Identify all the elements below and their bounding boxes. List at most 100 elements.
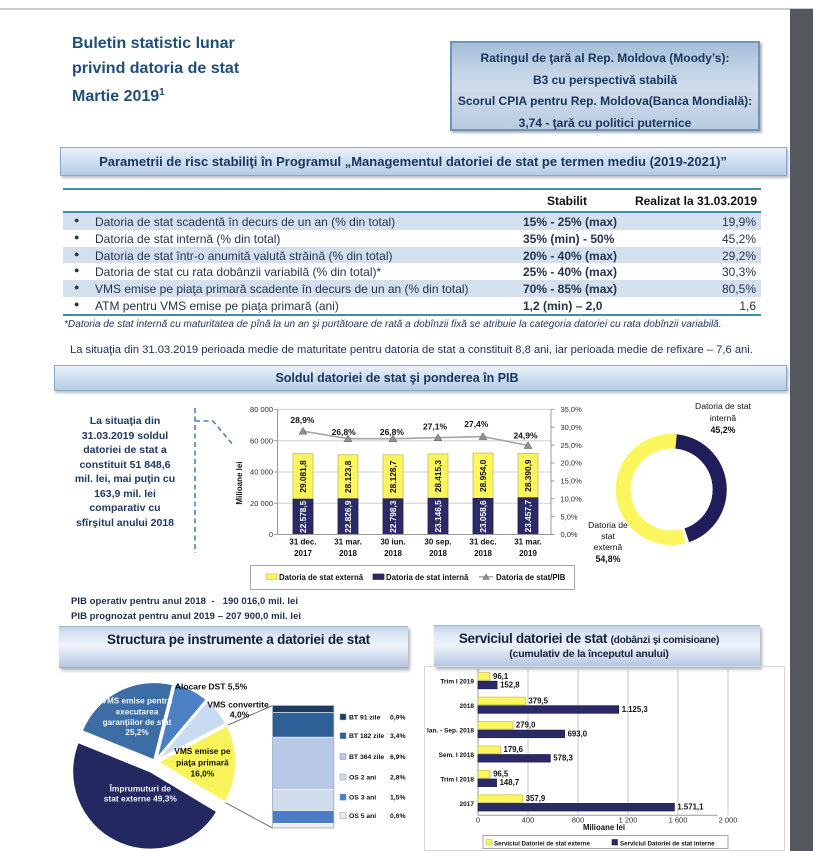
svg-text:Datoria de stat internă: Datoria de stat internă (386, 573, 469, 582)
svg-text:23.146,5: 23.146,5 (433, 500, 443, 533)
svg-text:30,0%: 30,0% (561, 423, 583, 432)
svg-text:Alocare DST 5,5%: Alocare DST 5,5% (175, 682, 248, 692)
svg-text:Trim I 2018: Trim I 2018 (440, 776, 474, 783)
svg-text:26,8%: 26,8% (380, 427, 405, 437)
svg-text:31 dec.: 31 dec. (469, 538, 496, 547)
svg-text:31 mar.: 31 mar. (334, 538, 362, 547)
svg-text:Datoria de stat externă: Datoria de stat externă (279, 573, 364, 582)
svg-text:1.125,3: 1.125,3 (622, 705, 649, 714)
svg-text:31 mar.: 31 mar. (514, 538, 542, 547)
svg-text:1 200: 1 200 (619, 816, 638, 825)
svg-text:Sem. I 2018: Sem. I 2018 (439, 752, 475, 759)
svg-text:5,0%: 5,0% (561, 512, 578, 521)
svg-text:30 sep.: 30 sep. (424, 538, 451, 547)
svg-text:693,0: 693,0 (568, 729, 588, 738)
svg-text:578,3: 578,3 (553, 754, 573, 763)
svg-text:piaţa primară: piaţa primară (176, 758, 229, 768)
svg-text:379,5: 379,5 (528, 696, 548, 705)
svg-text:26,8%: 26,8% (332, 427, 357, 437)
svg-text:23.058,6: 23.058,6 (478, 500, 488, 533)
svg-text:3,4%: 3,4% (390, 733, 406, 740)
svg-text:2 000: 2 000 (719, 816, 738, 825)
svg-text:357,9: 357,9 (526, 794, 546, 803)
svg-text:VMS emise pentru: VMS emise pentru (102, 697, 173, 706)
svg-text:28.390,9: 28.390,9 (523, 459, 533, 492)
svg-text:externă: externă (594, 542, 623, 552)
svg-text:BT 182 zile: BT 182 zile (349, 733, 384, 740)
svg-text:15,0%: 15,0% (561, 477, 583, 486)
svg-text:10,0%: 10,0% (561, 495, 583, 504)
svg-text:2018: 2018 (339, 549, 357, 558)
svg-text:31 dec.: 31 dec. (289, 538, 316, 547)
svg-text:24,9%: 24,9% (513, 431, 538, 441)
svg-text:29.081,8: 29.081,8 (298, 460, 308, 493)
svg-text:1,5%: 1,5% (390, 795, 406, 802)
svg-text:25,2%: 25,2% (125, 728, 149, 737)
svg-text:28.415,3: 28.415,3 (433, 460, 443, 493)
svg-text:Împrumuturi de: Împrumuturi de (109, 782, 172, 793)
svg-text:0: 0 (269, 530, 273, 539)
svg-text:80 000: 80 000 (250, 405, 273, 414)
svg-text:4,0%: 4,0% (230, 710, 250, 720)
svg-text:1 600: 1 600 (669, 816, 688, 825)
svg-text:35,0%: 35,0% (561, 405, 583, 414)
svg-text:Milioane lei: Milioane lei (235, 461, 244, 504)
svg-text:2018: 2018 (460, 703, 475, 710)
svg-text:stat externe 49,3%: stat externe 49,3% (104, 794, 178, 804)
svg-text:400: 400 (522, 816, 535, 825)
svg-text:0,0%: 0,0% (561, 530, 578, 539)
svg-text:28,9%: 28,9% (290, 415, 315, 425)
svg-text:2,8%: 2,8% (390, 775, 406, 782)
svg-text:VMS emise pe: VMS emise pe (174, 746, 231, 756)
svg-text:executarea: executarea (116, 708, 159, 717)
svg-text:800: 800 (572, 816, 585, 825)
svg-text:16,0%: 16,0% (191, 768, 215, 778)
svg-text:60 000: 60 000 (250, 436, 273, 445)
svg-text:0,9%: 0,9% (390, 714, 406, 721)
svg-text:garanţiilor de stat: garanţiilor de stat (103, 718, 172, 727)
svg-text:BT 364 zile: BT 364 zile (349, 754, 384, 761)
svg-text:0: 0 (476, 816, 480, 825)
svg-text:stat: stat (601, 531, 615, 541)
svg-text:2019: 2019 (519, 549, 537, 558)
svg-text:0,6%: 0,6% (390, 813, 406, 820)
svg-text:25,0%: 25,0% (561, 441, 583, 450)
svg-text:96,1: 96,1 (493, 672, 509, 681)
svg-text:22.798,3: 22.798,3 (388, 500, 398, 533)
svg-text:28.128,7: 28.128,7 (388, 460, 398, 493)
svg-text:Serviciul Datoriei de stat ext: Serviciul Datoriei de stat externe (494, 841, 591, 848)
svg-text:2018: 2018 (429, 549, 447, 558)
svg-text:22.578,5: 22.578,5 (298, 500, 308, 533)
svg-text:OS 5 ani: OS 5 ani (349, 813, 376, 820)
svg-text:Datoria de stat: Datoria de stat (695, 401, 752, 411)
svg-text:2017: 2017 (460, 801, 475, 808)
svg-text:28.123,8: 28.123,8 (343, 460, 353, 493)
svg-text:20 000: 20 000 (250, 499, 273, 508)
svg-text:148,7: 148,7 (500, 778, 520, 787)
svg-text:179,6: 179,6 (504, 745, 524, 754)
svg-text:6,9%: 6,9% (390, 754, 406, 761)
svg-text:2018: 2018 (474, 549, 492, 558)
svg-text:28.954,0: 28.954,0 (478, 459, 488, 492)
svg-text:Trim I 2019: Trim I 2019 (440, 679, 474, 686)
svg-text:27,1%: 27,1% (423, 422, 448, 432)
svg-text:Milioane lei: Milioane lei (583, 823, 625, 832)
svg-text:96,5: 96,5 (493, 770, 509, 779)
svg-text:OS 2 ani: OS 2 ani (349, 775, 376, 782)
svg-text:54,8%: 54,8% (596, 554, 621, 564)
svg-text:22.826,9: 22.826,9 (343, 500, 353, 533)
svg-text:20,0%: 20,0% (561, 459, 583, 468)
svg-text:Serviciul Datoriei de stat int: Serviciul Datoriei de stat interne (620, 841, 715, 848)
svg-text:1.571,1: 1.571,1 (677, 803, 704, 812)
svg-text:45,2%: 45,2% (711, 425, 736, 435)
svg-text:279,0: 279,0 (516, 721, 536, 730)
svg-text:Datoria de: Datoria de (588, 520, 628, 530)
svg-text:152,8: 152,8 (500, 680, 520, 689)
svg-text:40 000: 40 000 (250, 468, 273, 477)
svg-text:30 iun.: 30 iun. (380, 538, 405, 547)
svg-text:Datoria de stat/PIB: Datoria de stat/PIB (496, 573, 566, 582)
svg-text:VMS convertite: VMS convertite (207, 700, 269, 710)
svg-text:Ian. - Sep. 2018: Ian. - Sep. 2018 (427, 728, 474, 735)
svg-text:BT 91 zile: BT 91 zile (349, 714, 381, 721)
svg-text:2017: 2017 (294, 549, 312, 558)
